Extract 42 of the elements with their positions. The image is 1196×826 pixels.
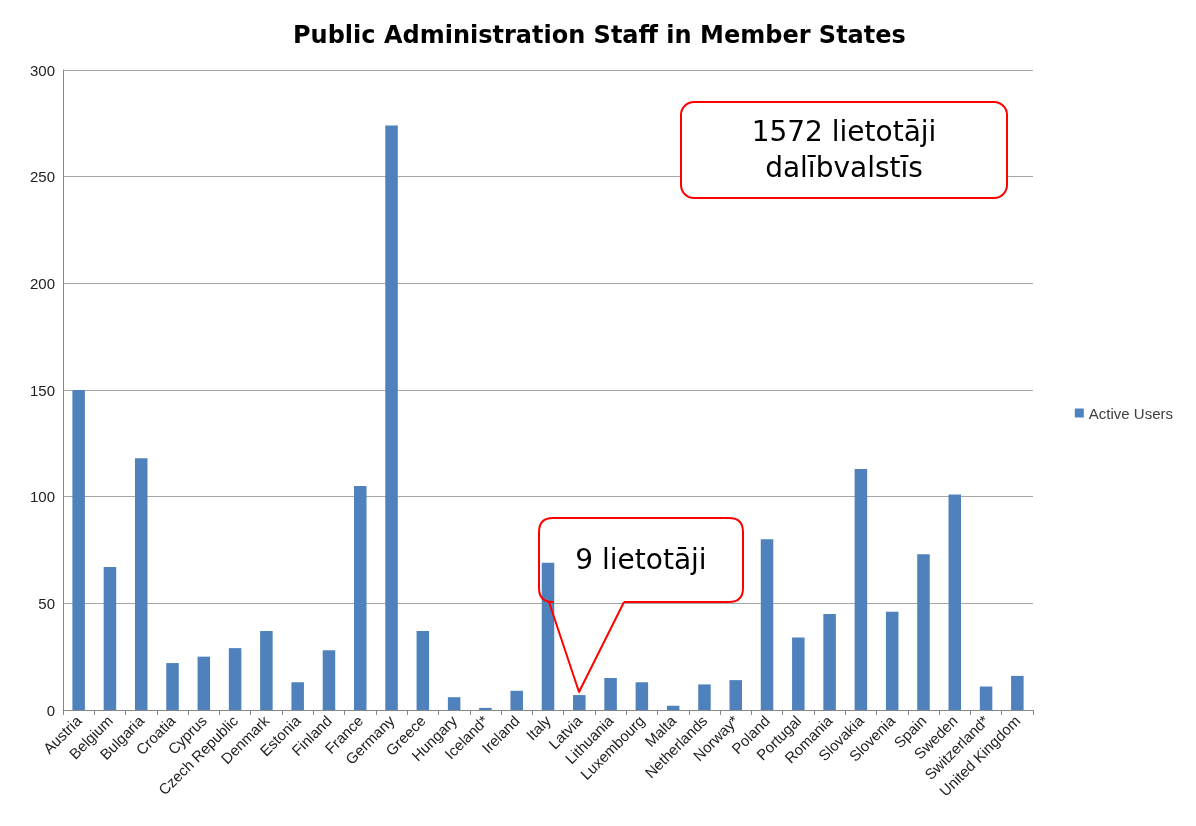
y-tick-label: 300 [29, 61, 55, 79]
bar [260, 631, 273, 710]
bar [760, 539, 774, 710]
y-tick-label: 100 [29, 488, 55, 506]
bar [72, 390, 85, 710]
bar [823, 614, 836, 710]
bar [416, 631, 430, 710]
chart-title: Public Administration Staff in Member States [293, 21, 906, 49]
bar [291, 682, 304, 710]
bar [510, 690, 523, 710]
bar [354, 486, 367, 710]
y-tick-label: 150 [29, 381, 55, 399]
bar [541, 562, 555, 710]
bar [322, 650, 336, 710]
bar [948, 494, 962, 710]
bar [479, 707, 492, 710]
bar [385, 125, 398, 710]
bar [885, 611, 899, 710]
bar [166, 663, 179, 710]
bar [917, 554, 930, 710]
legend-label: Active Users [1088, 404, 1173, 422]
bar [228, 648, 242, 710]
bar [103, 567, 117, 710]
bar [1011, 675, 1024, 710]
bar [447, 697, 461, 710]
bar [698, 684, 711, 710]
y-tick-label: 0 [46, 701, 55, 719]
bar [134, 458, 148, 710]
y-tick-label: 200 [29, 274, 55, 292]
bar [792, 637, 805, 710]
y-tick-label: 250 [29, 168, 55, 186]
bar [635, 682, 649, 710]
speech-bubble: 9 lietotāji [537, 516, 745, 604]
y-tick-label: 50 [38, 594, 55, 612]
bar [979, 686, 993, 710]
bar [604, 678, 617, 710]
bar [729, 680, 742, 710]
bar [666, 705, 680, 710]
bar [854, 468, 868, 710]
text-box: 1572 lietotāji dalībvalstīs [680, 101, 1008, 199]
bar [197, 656, 211, 710]
bar [573, 695, 586, 710]
